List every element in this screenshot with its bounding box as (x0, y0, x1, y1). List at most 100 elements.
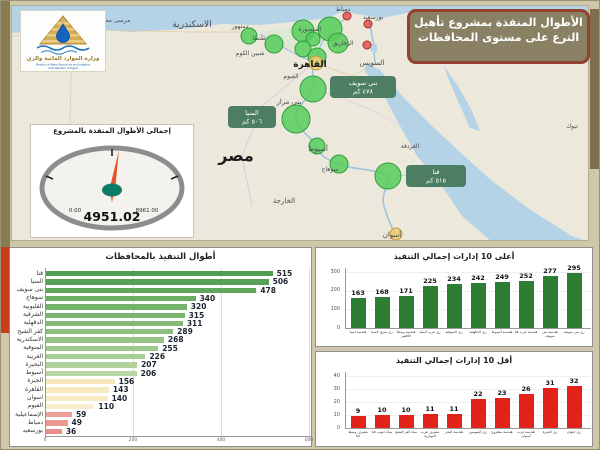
map-callout-text: ٥١٥ كم (426, 177, 446, 185)
governorate-value: 515 (276, 269, 293, 278)
department-label: ري شرق المنيا (371, 330, 393, 334)
department-bar (374, 296, 390, 328)
department-label: هندسة وسط الأقصر (396, 330, 416, 339)
governorate-label: المنيا (30, 277, 43, 285)
gauge-panel: إجمالى الأطوال المنفذة بالمشروع 0.00 896… (30, 124, 194, 238)
governorate-bar (46, 279, 269, 285)
department-value: 32 (569, 377, 579, 386)
gridline (346, 415, 590, 416)
green-map-marker (264, 34, 284, 54)
ministry-country-en: Arab Republic of Egypt (48, 66, 78, 70)
department-label: ري السويس (469, 430, 487, 434)
map-markers-layer (240, 11, 403, 240)
gridline (346, 376, 590, 377)
city-label: شبين الكوم (236, 50, 265, 57)
department-value: 171 (399, 287, 413, 296)
red-map-marker (363, 19, 373, 29)
city-label: القاهرة (293, 60, 326, 70)
map-callout-text: المنيا (245, 109, 259, 117)
city-label: بورسعيد (363, 14, 384, 21)
department-label: ري الدقهلية (469, 330, 487, 334)
x-axis-line (345, 328, 591, 329)
governorate-value: 340 (199, 293, 216, 303)
department-value: 242 (471, 273, 485, 282)
wave-line-2 (40, 50, 78, 55)
y-axis-line (345, 372, 346, 429)
gauge-ticks (45, 149, 179, 180)
y-axis-tick-label: 200 (330, 287, 340, 294)
governorate-value: 320 (190, 302, 207, 312)
city-label: الخارجة (273, 197, 295, 205)
department-bar (422, 286, 438, 328)
green-map-marker (299, 75, 327, 103)
department-label: مصرف غرب النوبارية (420, 430, 440, 439)
map-callout-text: ٤٧٨ كم (353, 88, 373, 96)
governorate-label: قنا (36, 269, 43, 277)
y-axis-tick-label: 30 (333, 385, 340, 392)
governorate-label: البحيرة (25, 360, 43, 368)
map-callout (406, 165, 466, 187)
department-bar (518, 394, 534, 428)
governorates-chart-title: أطوال التنفيذ بالمحافظات (105, 252, 216, 262)
left-olive-strip (1, 1, 10, 247)
department-label: هندسة مطروح (491, 430, 513, 434)
department-label: هندسة بني سويف (542, 330, 558, 339)
y-axis-tick-label: 0 (336, 424, 340, 431)
governorates-chart-plot: 0 200 400 600 قنا 515 المنيا 506 بنى سويف 478 سوها… (10, 248, 313, 446)
city-label: الغردقة (401, 143, 420, 150)
map-callout (330, 76, 396, 98)
gridline (346, 290, 590, 292)
city-label: الاسكندرية (172, 20, 211, 30)
governorate-label: سوهاج (26, 294, 43, 302)
gridline (221, 268, 222, 438)
x-axis-tick-label: 400 (216, 438, 226, 443)
governorate-label: الإسماعيلية (15, 410, 43, 418)
y-axis-tick-label: 100 (330, 305, 340, 312)
governorate-bar (46, 304, 187, 310)
department-bar (350, 297, 366, 328)
department-value: 22 (473, 390, 483, 399)
governorate-value: 255 (162, 343, 178, 353)
y-axis-tick-label: 0 (336, 324, 340, 331)
dashboard-title: الأطوال المنفذة بمشروع تأهيل الترع على م… (407, 9, 590, 64)
department-label: مياه جنوب قنا (371, 430, 393, 434)
city-label: الفيوم (283, 73, 298, 80)
governorate-label: الاسكندرية (16, 335, 43, 343)
department-value: 163 (351, 288, 365, 297)
governorate-bar (46, 387, 109, 393)
right-olive-strip (590, 9, 599, 169)
water-drop-icon (56, 23, 70, 43)
governorate-label: الغربية (26, 352, 43, 360)
city-label: الزقازيق (332, 40, 353, 47)
top10-chart-panel: أعلى 10 إدارات إجمالي التنفيذ 0 100 200 300… (315, 247, 593, 347)
gridline (346, 389, 590, 390)
red-map-marker (342, 11, 352, 21)
gauge-title: إجمالى الأطوال المنفذة بالمشروع (53, 127, 171, 135)
governorate-bar (46, 428, 62, 435)
wave-line-1 (36, 45, 90, 51)
city-label: طنطا (252, 35, 266, 42)
map-callout-text: بني سويف (349, 79, 378, 87)
department-value: 31 (545, 378, 555, 387)
department-value: 10 (401, 406, 411, 414)
city-label: أسوان (383, 230, 402, 239)
department-value: 249 (495, 272, 509, 281)
governorate-value: 206 (140, 368, 157, 378)
city-label: السويس (360, 59, 385, 67)
department-value: 234 (447, 275, 461, 284)
green-map-marker (329, 154, 349, 174)
governorate-value: 207 (141, 360, 157, 370)
department-bar (422, 413, 438, 428)
department-value: 277 (543, 267, 557, 276)
yellow-map-marker (308, 55, 324, 71)
governorate-label: الفيوم (27, 402, 43, 410)
department-bar (566, 272, 582, 328)
governorate-label: اسوان (27, 394, 43, 401)
y-axis-line (45, 268, 46, 438)
y-axis-tick-label: 40 (333, 372, 340, 379)
department-bar (398, 296, 414, 328)
governorate-value: 59 (75, 410, 87, 420)
governorates-chart-panel: أطوال التنفيذ بالمحافظات 0 200 400 600 قنا 51… (9, 247, 313, 447)
department-value: 11 (425, 404, 435, 413)
